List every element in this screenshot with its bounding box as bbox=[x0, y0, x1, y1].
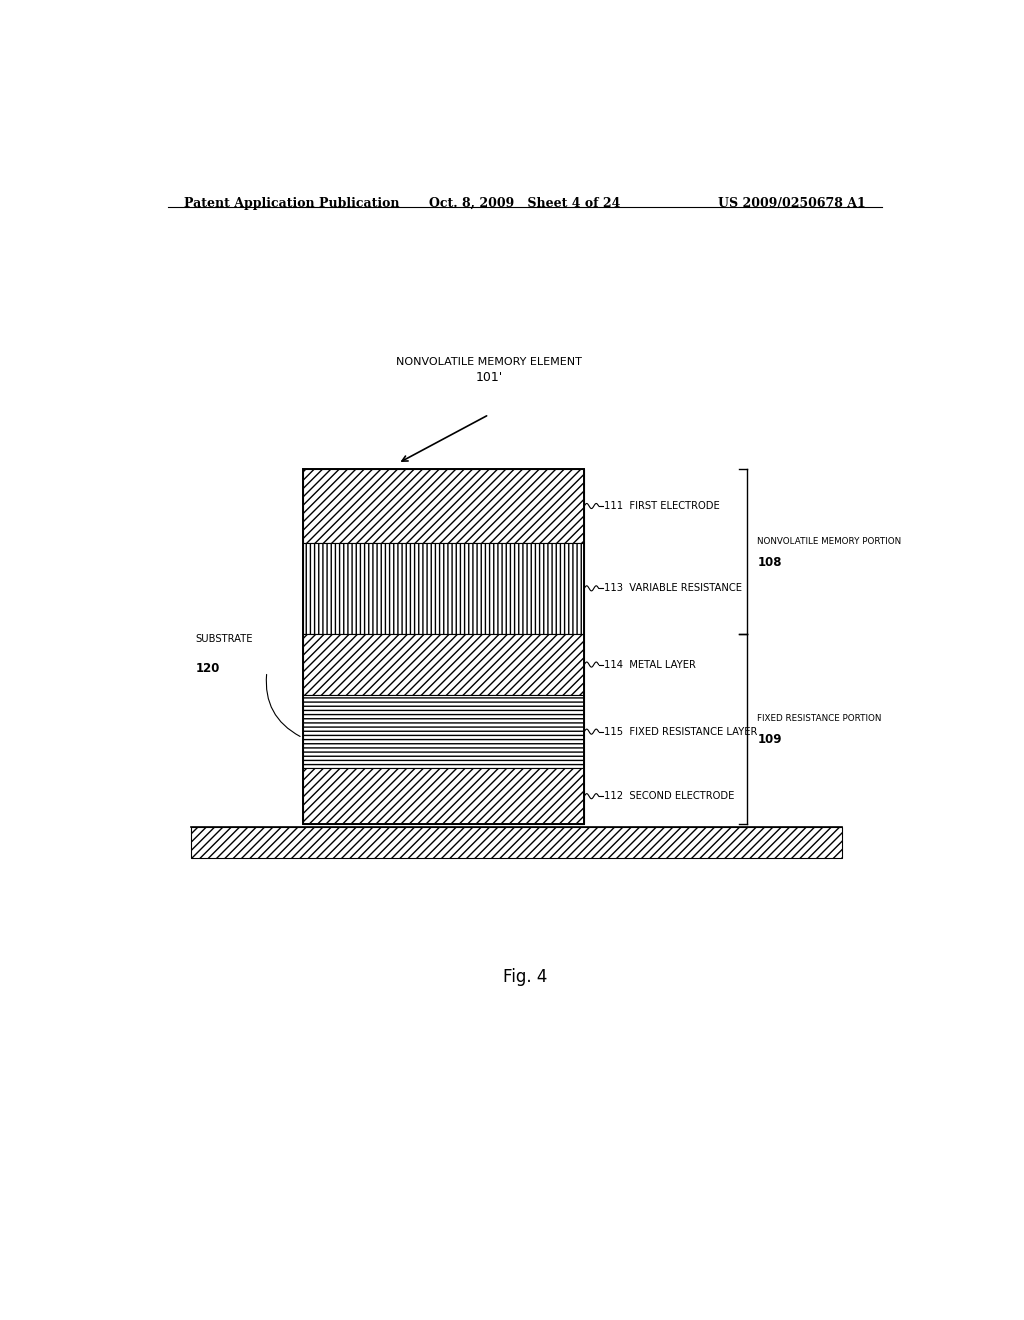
Text: Fig. 4: Fig. 4 bbox=[503, 968, 547, 986]
Text: 109: 109 bbox=[758, 733, 782, 746]
Text: 114  METAL LAYER: 114 METAL LAYER bbox=[604, 660, 696, 669]
Text: 113  VARIABLE RESISTANCE: 113 VARIABLE RESISTANCE bbox=[604, 583, 742, 593]
Bar bbox=[303, 696, 585, 768]
Text: Patent Application Publication: Patent Application Publication bbox=[183, 197, 399, 210]
Text: FIXED RESISTANCE PORTION: FIXED RESISTANCE PORTION bbox=[758, 714, 882, 723]
Text: 108: 108 bbox=[758, 556, 782, 569]
Bar bbox=[303, 768, 585, 824]
Bar bbox=[303, 634, 585, 696]
Bar bbox=[303, 470, 585, 543]
Text: NONVOLATILE MEMORY PORTION: NONVOLATILE MEMORY PORTION bbox=[758, 537, 901, 545]
Bar bbox=[191, 828, 842, 858]
Bar bbox=[303, 470, 585, 824]
Text: US 2009/0250678 A1: US 2009/0250678 A1 bbox=[718, 197, 866, 210]
Text: NONVOLATILE MEMORY ELEMENT: NONVOLATILE MEMORY ELEMENT bbox=[396, 356, 582, 367]
Text: 120: 120 bbox=[196, 661, 220, 675]
Text: Oct. 8, 2009   Sheet 4 of 24: Oct. 8, 2009 Sheet 4 of 24 bbox=[429, 197, 621, 210]
Text: 112  SECOND ELECTRODE: 112 SECOND ELECTRODE bbox=[604, 791, 734, 801]
Text: 115  FIXED RESISTANCE LAYER: 115 FIXED RESISTANCE LAYER bbox=[604, 726, 758, 737]
Bar bbox=[303, 543, 585, 634]
Text: 111  FIRST ELECTRODE: 111 FIRST ELECTRODE bbox=[604, 502, 720, 511]
Text: 101': 101' bbox=[475, 371, 503, 384]
Text: SUBSTRATE: SUBSTRATE bbox=[196, 634, 253, 644]
